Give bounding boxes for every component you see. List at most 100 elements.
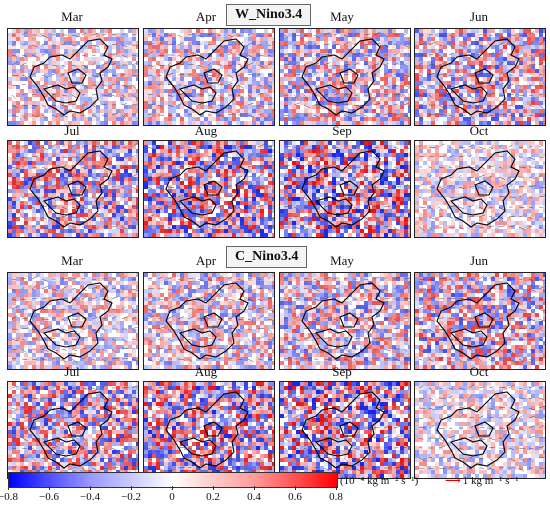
field-cell <box>112 117 116 121</box>
wind-vector <box>71 84 77 87</box>
field-cell <box>40 85 44 89</box>
field-cell <box>423 65 427 69</box>
field-cell <box>44 49 48 53</box>
field-cell <box>112 81 116 85</box>
field-cell <box>212 69 216 73</box>
field-cell <box>16 153 20 157</box>
field-cell <box>188 173 192 177</box>
field-cell <box>152 173 156 177</box>
field-cell <box>459 89 463 93</box>
field-cell <box>328 93 332 97</box>
field-cell <box>36 173 40 177</box>
field-cell <box>360 53 364 57</box>
field-cell <box>152 85 156 89</box>
field-cell <box>384 141 388 145</box>
field-cell <box>208 153 212 157</box>
field-cell <box>152 45 156 49</box>
field-cell <box>340 29 344 33</box>
field-cell <box>288 65 292 69</box>
field-cell <box>296 89 300 93</box>
wind-vector <box>313 114 320 118</box>
field-cell <box>36 69 40 73</box>
field-cell <box>344 113 348 117</box>
field-cell <box>396 89 400 93</box>
wind-vector <box>101 186 106 189</box>
field-cell <box>408 73 410 77</box>
field-cell <box>459 29 463 33</box>
field-cell <box>292 109 296 113</box>
field-cell <box>344 145 348 149</box>
field-cell <box>116 213 120 217</box>
field-cell <box>68 217 72 221</box>
field-cell <box>152 41 156 45</box>
field-cell <box>164 189 168 193</box>
field-cell <box>248 141 252 145</box>
field-cell <box>439 45 443 49</box>
field-cell <box>148 33 152 37</box>
field-cell <box>260 177 264 181</box>
field-cell <box>515 45 519 49</box>
field-cell <box>471 97 475 101</box>
field-cell <box>224 149 228 153</box>
wind-vector <box>91 176 98 179</box>
field-cell <box>124 69 128 73</box>
field-cell <box>184 57 188 61</box>
field-cell <box>356 53 360 57</box>
field-cell <box>475 41 479 45</box>
field-cell <box>356 105 360 109</box>
field-cell <box>523 57 527 61</box>
field-cell <box>180 105 184 109</box>
field-cell <box>224 73 228 77</box>
field-cell <box>212 101 216 105</box>
wind-vector <box>41 174 46 178</box>
field-cell <box>256 157 260 161</box>
field-cell <box>252 193 256 197</box>
field-cell <box>515 73 519 77</box>
field-cell <box>208 65 212 69</box>
field-cell <box>336 161 340 165</box>
field-cell <box>495 69 499 73</box>
field-cell <box>236 41 240 45</box>
wind-vector <box>167 146 172 150</box>
field-cell <box>376 45 380 49</box>
field-cell <box>184 81 188 85</box>
field-cell <box>164 229 168 233</box>
field-cell <box>188 41 192 45</box>
field-cell <box>48 73 52 77</box>
field-cell <box>427 41 431 45</box>
field-cell <box>535 105 539 109</box>
field-cell <box>535 45 539 49</box>
field-cell <box>332 97 336 101</box>
field-cell <box>36 57 40 61</box>
field-cell <box>372 61 376 65</box>
field-cell <box>384 101 388 105</box>
field-cell <box>20 37 24 41</box>
field-cell <box>184 45 188 49</box>
field-cell <box>104 29 108 33</box>
field-cell <box>164 177 168 181</box>
field-cell <box>244 69 248 73</box>
field-cell <box>56 65 60 69</box>
field-cell <box>100 217 104 221</box>
field-cell <box>244 181 248 185</box>
field-cell <box>48 29 52 33</box>
field-cell <box>124 153 128 157</box>
field-cell <box>156 193 160 197</box>
field-cell <box>467 57 471 61</box>
field-cell <box>56 165 60 169</box>
field-cell <box>284 89 288 93</box>
field-cell <box>208 77 212 81</box>
field-cell <box>336 97 340 101</box>
field-cell <box>28 217 32 221</box>
field-cell <box>499 37 503 41</box>
field-cell <box>408 109 410 113</box>
field-cell <box>396 85 400 89</box>
field-cell <box>124 225 128 229</box>
field-cell <box>224 181 228 185</box>
field-cell <box>84 209 88 213</box>
field-cell <box>368 153 372 157</box>
field-cell <box>356 97 360 101</box>
field-cell <box>376 89 380 93</box>
field-cell <box>471 65 475 69</box>
field-cell <box>156 105 160 109</box>
